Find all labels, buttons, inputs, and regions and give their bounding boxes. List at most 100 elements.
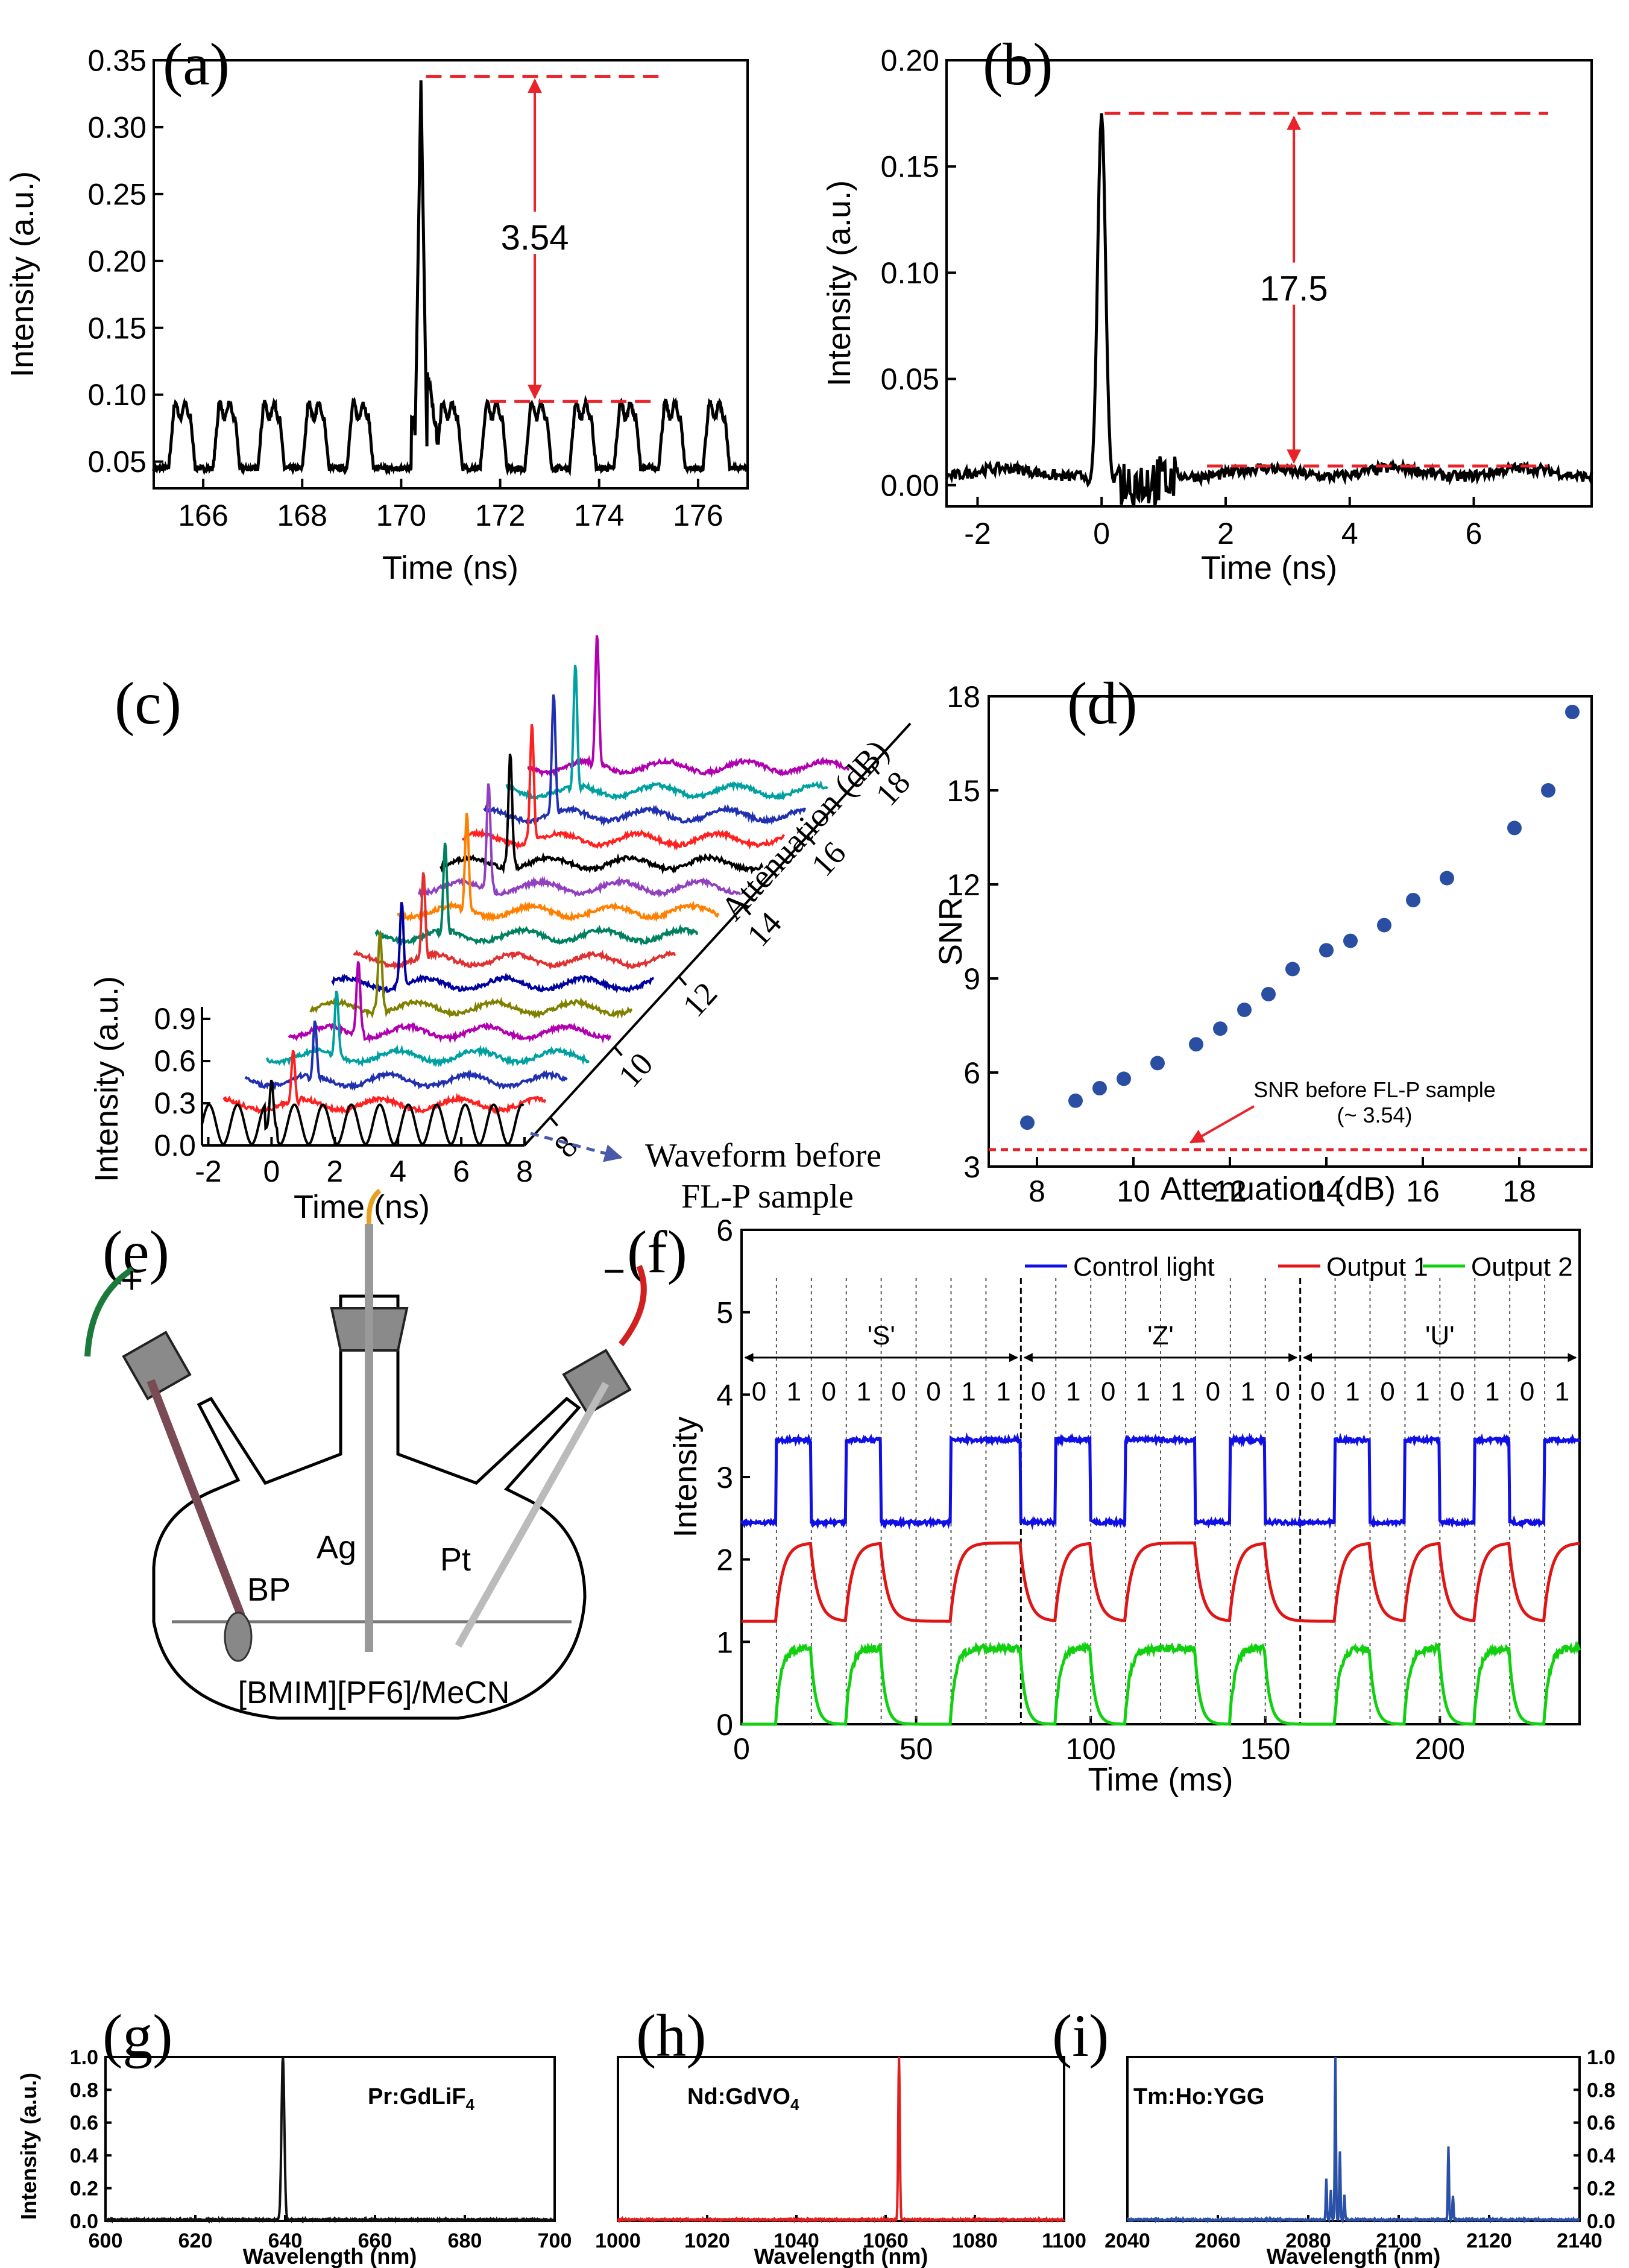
panel-i-xlabel: Wavelength (nm) [1267,2244,1441,2268]
d-data-point [1377,918,1391,933]
panel-label-a: (a) [163,31,230,98]
c-x-tick-label: 0 [263,1154,280,1188]
panel-a-frame [153,59,749,490]
panel-e-diagram: + − BP Ag Pt [BMIM][PF6]/MeCN [84,1188,647,1720]
c-depth-tick [613,1046,623,1056]
y-tick-label: 0.6 [1587,2112,1615,2135]
d-data-point [1440,871,1454,886]
f-legend-label: Control light [1073,1252,1215,1282]
y-tick-label: 0.20 [881,44,939,78]
f-bit-label: 0 [926,1377,941,1406]
pt-lead [619,1265,647,1347]
panel-label-g: (g) [102,2002,173,2069]
panel-d-ref-label-value: (~ 3.54) [1337,1103,1412,1127]
x-tick-label: 1000 [595,2229,641,2252]
f-bit-label: 0 [1310,1377,1325,1406]
d-y-tick-label: 9 [963,962,980,996]
panel-b-trace [945,113,1593,506]
x-tick-label: 170 [376,499,426,532]
c-x-tick-label: 2 [326,1154,343,1188]
f-bit-label: 1 [1555,1377,1569,1406]
x-tick-label: 168 [277,499,327,532]
d-data-point [1068,1093,1083,1108]
panel-d-frame [988,695,1593,1168]
panel-b-annotation-bg [1255,262,1334,305]
f-y-tick-label: 0 [716,1708,733,1742]
left-stopper [122,1331,192,1400]
d-x-tick-label: 12 [1213,1174,1247,1208]
f-x-tick-label: 0 [733,1732,750,1766]
x-tick-label: 176 [673,499,723,532]
d-data-point [1406,893,1420,907]
x-tick-label: 2040 [1104,2229,1150,2252]
panel-c-annotation-line2: FL-P sample [681,1178,854,1215]
panel-b-chart: -2 0 2 4 6 0.00 0.05 0.10 0.15 0.20 17.5 Time (ns… [821,44,1593,586]
c-depth-tick [742,906,752,916]
f-bit-label: 1 [1136,1377,1150,1406]
panel-i-annotation: Tm:Ho:YGG [1133,2084,1264,2109]
c-y-tick-label: 0.9 [154,1002,196,1036]
solution-label: [BMIM][PF6]/MeCN [238,1675,510,1710]
d-data-point [1319,943,1334,958]
x-tick-label: 680 [448,2229,482,2252]
panel-h-xlabel: Wavelength (nm) [754,2244,928,2268]
d-y-tick-label: 12 [947,868,980,902]
x-tick-label: 700 [538,2229,572,2252]
x-tick-label: 166 [178,499,228,532]
f-bit-label: 1 [1415,1377,1429,1406]
y-tick-label: 0.10 [88,378,147,412]
x-tick-label: 174 [574,499,624,532]
f-bit-label: 1 [1485,1377,1499,1406]
right-stopper [562,1349,632,1416]
y-tick-label: 0.6 [70,2112,98,2135]
panel-g-chart: 600 620 640 660 680 700 0.0 0.2 0.4 0.6 0.8 1.0 Pr:… [16,2046,572,2268]
c-series-trace [374,842,699,947]
d-data-point [1092,1081,1107,1095]
panel-a-chart: 166 168 170 172 174 176 0.05 0.10 0.15 0.20 0.25 0.… [4,44,749,586]
panel-d-chart: 8 10 12 14 16 18 3 6 9 12 15 18 SNR before FL-P sam… [933,680,1593,1208]
panel-g-frame [104,2056,556,2222]
c-x-tick-label: 4 [389,1154,406,1188]
x-tick-label: 2080 [1285,2229,1331,2252]
f-output1-trace [742,1541,1580,1623]
d-data-point [1020,1115,1035,1130]
y-tick-label: 0.05 [88,445,147,479]
x-tick-label: 660 [358,2229,392,2252]
panel-g-ylabel: Intensity (a.u.) [16,2073,41,2220]
x-tick-label: 2120 [1466,2229,1512,2252]
c-series-trace [397,813,720,923]
y-tick-label: 0.10 [881,256,939,290]
f-y-tick-label: 3 [716,1461,733,1495]
panel-c-annotation-line1: Waveform before [645,1137,881,1174]
f-bit-label: 1 [1241,1377,1255,1406]
panel-g-annotation-sub: 4 [466,2096,475,2114]
d-data-point [1507,821,1522,836]
minus-label: − [603,1249,625,1293]
x-tick-label: 2 [1217,517,1234,550]
f-bit-label: 0 [1275,1377,1290,1406]
x-tick-label: 620 [178,2229,213,2252]
y-tick-label: 0.2 [70,2178,98,2200]
y-tick-label: 0.35 [88,44,147,78]
panel-label-h: (h) [636,2002,707,2069]
panel-f-ylabel: Intensity [667,1416,704,1537]
f-bit-label: 0 [752,1377,766,1406]
panel-b-annotation: 17.5 [1260,269,1328,309]
y-tick-label: 0.8 [1587,2079,1615,2102]
panel-h-annotation-main: Nd:GdVO [687,2084,790,2109]
bp-label: BP [247,1572,291,1608]
panel-g-trace [104,2056,555,2224]
d-x-tick-label: 18 [1502,1174,1536,1208]
panel-a-xlabel: Time (ns) [382,550,518,586]
y-tick-label: 0.4 [1587,2144,1615,2167]
panel-label-b: (b) [983,31,1053,98]
panel-label-d: (d) [1067,670,1138,737]
f-y-tick-label: 1 [716,1625,733,1659]
x-tick-label: 2100 [1376,2229,1422,2252]
c-series-trace [440,754,764,875]
d-data-point [1261,987,1276,1001]
c-series-trace [527,635,850,778]
x-tick-label: 1080 [952,2229,998,2252]
